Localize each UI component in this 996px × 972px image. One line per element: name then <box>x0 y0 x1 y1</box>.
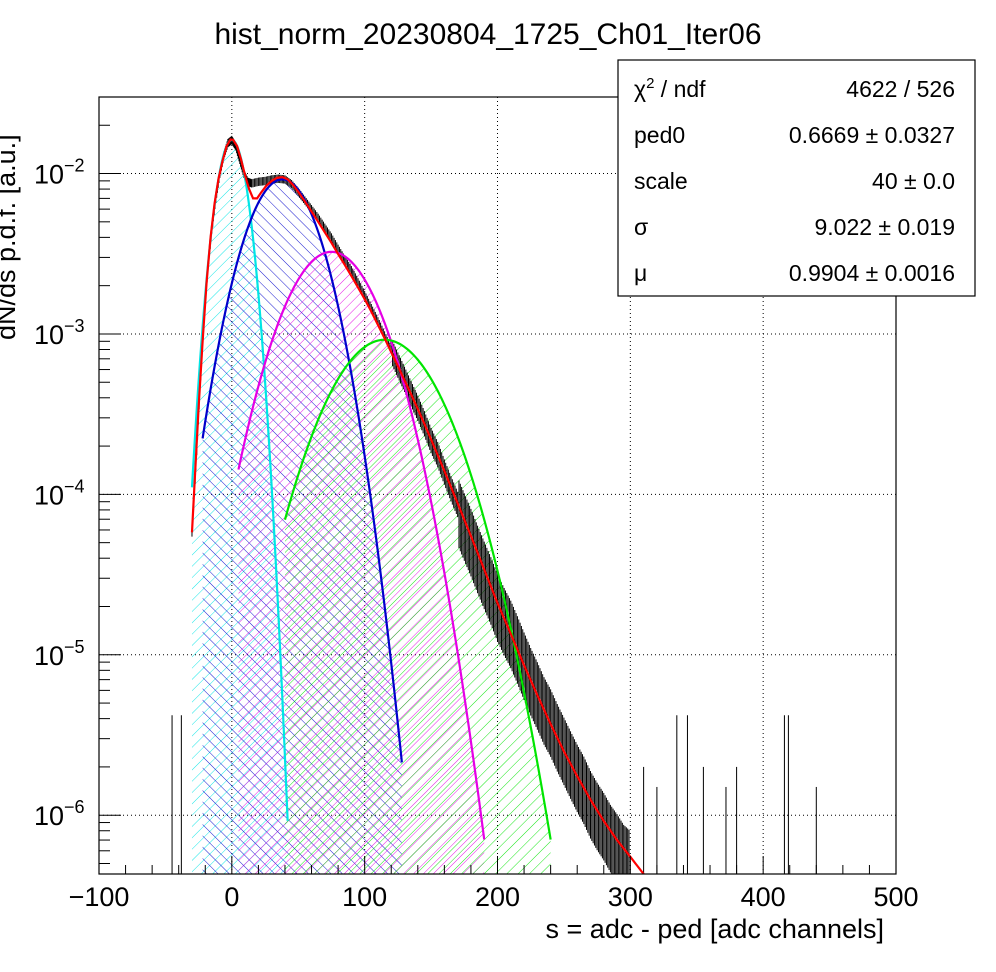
x-tick-label: 200 <box>475 882 520 912</box>
x-tick-label: 100 <box>342 882 387 912</box>
stats-label: scale <box>634 168 688 194</box>
stats-label: χ2 / ndf <box>634 75 706 102</box>
fit-component-fills <box>191 139 551 874</box>
fit-component-2pe-curve <box>237 250 486 840</box>
y-axis-label: dN/ds p.d.f. [a.u.] <box>0 134 21 340</box>
x-tick-label: 300 <box>608 882 653 912</box>
stats-value: 0.6669 ± 0.0327 <box>789 122 955 148</box>
axes: −100 0 100 200 300 400 500 10−6 10−5 10−4 10−3 10−2 <box>34 96 919 912</box>
total-fit-curve <box>190 138 645 874</box>
fit-component-3pe-fill <box>284 339 551 874</box>
x-tick-label: 500 <box>873 882 918 912</box>
chart-title: hist_norm_20230804_1725_Ch01_Iter06 <box>214 18 761 51</box>
fit-component-3pe-curve <box>283 338 552 840</box>
x-tick-label: 0 <box>224 882 239 912</box>
stats-value: 0.9904 ± 0.0016 <box>789 260 955 286</box>
x-axis-label: s = adc - ped [adc channels] <box>546 914 884 944</box>
stats-box-frame <box>617 59 976 297</box>
y-tick-label: 10−2 <box>34 156 85 190</box>
fit-component-1pe-curve <box>201 178 403 763</box>
x-tick-label: 400 <box>741 882 786 912</box>
y-tick-label: 10−3 <box>34 316 85 350</box>
y-tick-label: 10−5 <box>34 637 85 671</box>
y-tick-label: 10−6 <box>34 797 85 831</box>
stats-label: ped0 <box>634 122 685 148</box>
stats-label: μ <box>634 260 647 286</box>
fit-stats-box: χ2 / ndf 4622 / 526 ped0 0.6669 ± 0.0327 sca… <box>617 59 976 297</box>
stats-value: 9.022 ± 0.019 <box>814 214 955 240</box>
y-tick-label: 10−4 <box>34 476 85 510</box>
x-tick-label: −100 <box>69 882 130 912</box>
stats-value: 4622 / 526 <box>846 76 955 102</box>
fit-curves <box>190 138 645 874</box>
stats-label: σ <box>634 214 648 240</box>
stats-value: 40 ± 0.0 <box>872 168 955 194</box>
